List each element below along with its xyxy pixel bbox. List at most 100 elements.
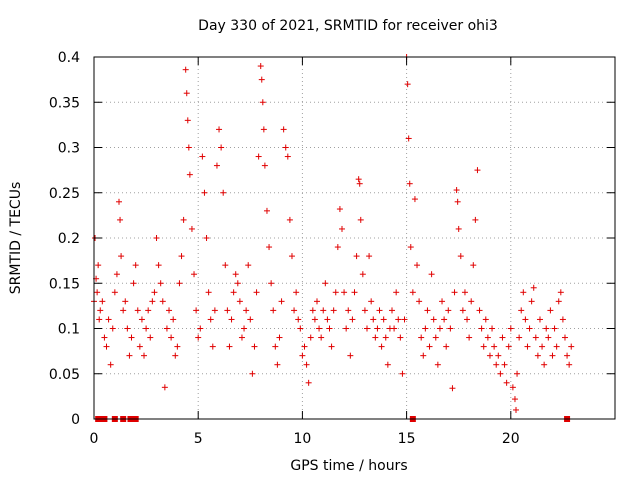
data-point — [334, 244, 341, 251]
data-point — [539, 343, 546, 350]
data-point — [397, 334, 404, 341]
data-point — [468, 298, 475, 305]
data-point — [211, 307, 218, 314]
data-point — [395, 316, 402, 323]
data-point — [480, 343, 487, 350]
data-point — [220, 189, 227, 196]
data-point — [172, 352, 179, 359]
data-points — [91, 54, 575, 413]
data-point — [191, 271, 198, 278]
data-point — [382, 334, 389, 341]
data-point — [555, 298, 562, 305]
data-point — [151, 289, 158, 296]
data-point — [255, 153, 262, 160]
data-point — [409, 289, 416, 296]
data-point — [418, 334, 425, 341]
data-point — [147, 334, 154, 341]
data-point — [482, 316, 489, 323]
data-point — [305, 379, 312, 386]
axis-ticks: 0 0.05 0.1 0.15 0.2 0.25 0.3 0.35 0.4 0 5 10 15 20 — [49, 50, 615, 447]
data-point — [209, 343, 216, 350]
data-point — [205, 289, 212, 296]
data-point — [116, 198, 123, 205]
data-point — [404, 81, 411, 88]
data-point — [453, 187, 460, 194]
data-point — [511, 396, 518, 403]
data-point — [414, 262, 421, 269]
data-point — [207, 316, 214, 323]
data-point — [534, 352, 541, 359]
data-point — [99, 298, 106, 305]
data-point — [261, 162, 268, 169]
data-point — [549, 352, 556, 359]
data-point — [282, 144, 289, 151]
data-point — [322, 280, 329, 287]
data-point — [318, 334, 325, 341]
x-tick-label: 15 — [398, 431, 416, 447]
data-point — [203, 235, 210, 241]
data-point — [524, 343, 531, 350]
data-point — [324, 316, 331, 323]
data-point — [495, 352, 502, 359]
data-point — [266, 244, 273, 251]
data-point — [361, 307, 368, 314]
data-point — [272, 343, 279, 350]
data-point — [270, 307, 277, 314]
data-point — [451, 289, 458, 296]
x-tick-label: 0 — [90, 431, 99, 447]
data-point — [441, 316, 448, 323]
data-point — [507, 325, 514, 332]
data-point — [374, 325, 381, 332]
y-tick-label: 0.35 — [49, 95, 80, 111]
data-point — [551, 325, 558, 332]
data-point — [366, 253, 373, 260]
data-point — [101, 334, 108, 341]
data-point — [455, 225, 462, 232]
data-point — [117, 216, 124, 223]
data-point — [393, 289, 400, 296]
data-point — [258, 76, 265, 83]
data-point — [464, 316, 471, 323]
data-point — [405, 135, 412, 142]
data-point — [136, 343, 143, 350]
data-point — [301, 343, 308, 350]
data-point — [332, 289, 339, 296]
grid-lines — [94, 57, 615, 419]
data-point — [356, 180, 363, 187]
data-point — [491, 343, 498, 350]
data-point — [260, 126, 267, 133]
data-point — [380, 316, 387, 323]
data-point — [280, 126, 287, 133]
data-point — [353, 253, 360, 260]
data-point — [484, 334, 491, 341]
data-point — [326, 325, 333, 332]
data-point — [124, 325, 131, 332]
data-point — [428, 271, 435, 278]
data-point — [493, 361, 500, 368]
data-point — [499, 334, 506, 341]
data-point — [222, 262, 229, 269]
data-point — [299, 352, 306, 359]
y-tick-label: 0.3 — [58, 141, 80, 157]
data-point — [407, 244, 414, 251]
data-point — [182, 66, 189, 73]
data-point — [518, 307, 525, 314]
data-point — [316, 325, 323, 332]
x-tick-label: 20 — [502, 431, 520, 447]
data-point — [113, 271, 120, 278]
data-point — [259, 99, 266, 106]
data-point — [370, 316, 377, 323]
data-point — [130, 280, 137, 287]
data-point — [278, 298, 285, 305]
data-point — [320, 307, 327, 314]
data-point — [432, 334, 439, 341]
data-point — [341, 289, 348, 296]
data-point — [532, 334, 539, 341]
data-point — [497, 370, 504, 377]
data-point — [170, 316, 177, 323]
data-point — [247, 316, 254, 323]
data-point — [180, 216, 187, 223]
data-point — [330, 307, 337, 314]
data-point — [157, 280, 164, 287]
